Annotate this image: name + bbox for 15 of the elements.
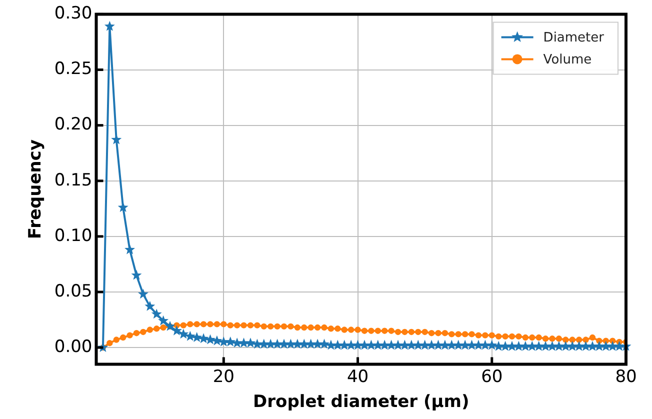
x-tick-label: 40 bbox=[346, 366, 369, 387]
x-axis-title: Droplet diameter (μm) bbox=[253, 392, 470, 412]
y-tick-label: 0.30 bbox=[54, 4, 92, 24]
y-axis-title: Frequency bbox=[26, 139, 46, 239]
y-tick-label: 0.20 bbox=[54, 114, 92, 135]
y-tick-label: 0.05 bbox=[54, 281, 92, 302]
y-tick-label: 0.10 bbox=[54, 226, 92, 246]
y-tick-label: 0.00 bbox=[54, 336, 92, 357]
legend-label: Diameter bbox=[543, 30, 605, 46]
x-tick-label: 60 bbox=[481, 366, 503, 387]
x-tick-label: 80 bbox=[615, 366, 637, 387]
legend-label: Volume bbox=[543, 52, 592, 68]
y-tick-label: 0.25 bbox=[54, 59, 92, 80]
y-tick-label: 0.15 bbox=[54, 170, 92, 190]
x-tick-label: 20 bbox=[212, 366, 234, 387]
